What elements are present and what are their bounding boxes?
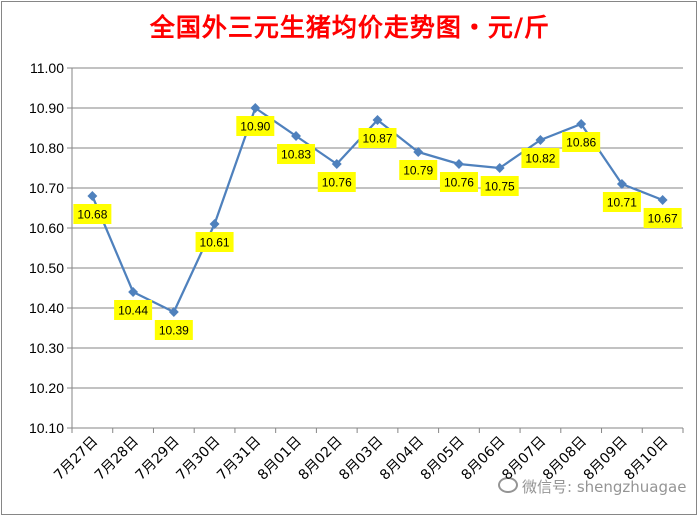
x-tick-label: 7月29日 (133, 434, 183, 484)
data-label: 10.76 (322, 176, 352, 190)
y-tick-label: 10.20 (29, 380, 64, 396)
data-label: 10.71 (607, 196, 637, 210)
data-label: 10.90 (240, 120, 270, 134)
y-axis-ticks: 10.10 10.20 10.30 10.40 10.50 10.60 10.70 10.80… (29, 60, 64, 436)
y-tick-label: 10.80 (29, 140, 64, 156)
chart-title: 全国外三元生猪均价走势图・元/斤 (149, 13, 551, 42)
data-label: 10.61 (200, 236, 230, 250)
data-label: 10.76 (444, 176, 474, 190)
data-label: 10.39 (159, 324, 189, 338)
y-tick-label: 10.30 (29, 340, 64, 356)
data-label-bg (602, 192, 641, 212)
data-label-bg (399, 160, 438, 180)
x-tick-label: 8月01日 (255, 434, 305, 484)
data-label-bg (643, 208, 682, 228)
data-label: 10.44 (118, 304, 148, 318)
x-tick-label: 7月31日 (214, 434, 264, 484)
data-point (250, 103, 261, 113)
data-label-bg (317, 172, 356, 192)
data-label-bg (73, 204, 112, 224)
wechat-icon (498, 477, 518, 493)
x-tick-label: 8月03日 (336, 434, 386, 484)
data-label-bg (236, 116, 275, 136)
data-label-bg (358, 128, 397, 148)
data-labels: 10.68 10.44 10.39 10.61 10.90 10.83 10.76 10.87… (73, 116, 682, 340)
data-label-bg (562, 132, 601, 152)
x-tick-label: 8月05日 (418, 434, 468, 484)
y-tick-label: 10.70 (29, 180, 64, 196)
x-tick-label: 8月02日 (296, 434, 346, 484)
data-label-bg (154, 320, 193, 340)
watermark-text: 微信号: shengzhuagae (522, 478, 687, 496)
data-point (494, 163, 505, 173)
data-label: 10.87 (362, 132, 392, 146)
data-point (87, 191, 98, 201)
data-point (128, 287, 139, 297)
y-tick-label: 10.60 (29, 220, 64, 236)
data-point (576, 119, 587, 129)
data-point (331, 159, 342, 169)
data-label: 10.79 (403, 164, 433, 178)
data-point (209, 219, 220, 229)
data-point (291, 131, 301, 141)
data-label: 10.86 (566, 136, 596, 150)
watermark: 微信号: shengzhuagae (498, 476, 686, 497)
data-point (413, 147, 424, 157)
data-label-bg (114, 300, 153, 320)
data-label: 10.83 (281, 148, 311, 162)
data-label-bg (439, 172, 478, 192)
x-tick-label: 7月28日 (92, 434, 142, 484)
data-point (168, 307, 179, 317)
y-tick-label: 10.50 (29, 260, 64, 276)
data-label: 10.68 (77, 208, 107, 222)
data-label-bg (521, 148, 560, 168)
data-label-bg (195, 232, 234, 252)
data-label: 10.67 (648, 212, 678, 226)
data-point (535, 135, 546, 145)
data-label: 10.82 (525, 152, 555, 166)
y-tick-label: 10.40 (29, 300, 64, 316)
y-tick-label: 11.00 (30, 60, 64, 76)
axes (67, 67, 684, 433)
x-tick-label: 7月30日 (173, 434, 223, 484)
data-point (454, 159, 464, 169)
data-point (616, 179, 627, 189)
data-label-bg (480, 176, 519, 196)
y-tick-label: 10.10 (29, 420, 64, 436)
x-tick-label: 7月27日 (51, 434, 101, 484)
x-tick-label: 8月04日 (377, 434, 427, 484)
data-point (657, 195, 668, 205)
data-label: 10.75 (485, 180, 515, 194)
y-tick-label: 10.90 (29, 100, 64, 116)
data-label-bg (277, 144, 316, 164)
